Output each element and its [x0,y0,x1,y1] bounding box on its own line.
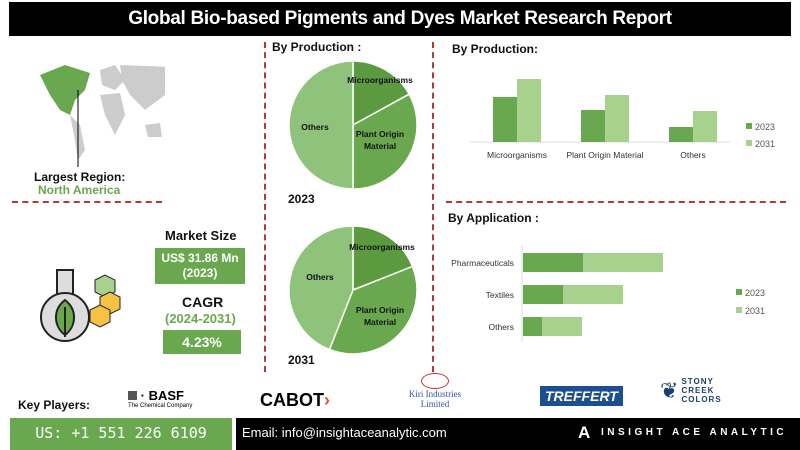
bar-2031-pharmaceuticals [583,253,663,272]
basf-logo: · BASF The Chemical Company [128,388,193,409]
pie-label: Others [301,122,329,132]
y-tick-label: Pharmaceuticals [451,258,514,268]
bar-2023-pharmaceuticals [523,253,583,272]
pie-slice-plant-origin-material [352,93,418,190]
kiri-name: Kiri Industries Limited [408,389,462,409]
stony-creek-logo: ❦ STONY CREEK COLORS [660,377,722,404]
legend-label: 2023 [745,288,765,298]
bar-2023-textiles [523,285,563,304]
x-tick-label: Microorganisms [487,150,547,160]
treffert-logo: TREFFERT [540,386,623,406]
largest-region-label: Largest Region: [34,170,126,184]
divider [446,201,786,203]
stony-text: STONY [681,377,714,386]
pie-year-2023: 2023 [288,192,315,206]
bar-2031-textiles [563,285,623,304]
phone-number[interactable]: US: +1 551 226 6109 [10,418,232,450]
divider [432,42,434,372]
divider [264,42,266,372]
application-bar-chart: Pharmaceuticals Textiles Others 2023 2031 [451,245,765,342]
bar-2031-plant-origin-material [605,95,629,142]
bar-2031-others [693,111,717,142]
bio-flask-icon [40,269,121,342]
pie-slice-plant-origin-material [328,265,418,355]
footer-bar: Email: info@insightaceanalytic.com A INS… [236,418,800,450]
market-size-label: Market Size [165,228,237,243]
y-tick-label: Others [488,322,514,332]
divider [12,201,162,203]
cabot-logo: CABOT› [260,390,330,410]
brand-logo-icon: A [578,423,591,442]
x-tick-label: Plant Origin Material [566,150,643,160]
cagr-label: CAGR [182,294,224,310]
y-tick-label: Textiles [486,290,514,300]
market-size-year: (2023) [182,266,218,280]
x-tick-label: Others [680,150,706,160]
legend-swatch-2031 [736,307,742,313]
key-players-label: Key Players: [18,398,91,412]
market-size-value: US$ 31.86 Mn [161,251,239,265]
bar-2023-others [669,127,693,142]
kiri-logo: Kiri Industries Limited [395,373,475,409]
email-link[interactable]: Email: info@insightaceanalytic.com [242,425,447,440]
page-title: Global Bio-based Pigments and Dyes Marke… [9,2,791,36]
pie-label: Microorganisms [349,242,415,252]
production-bar-title: By Production: [452,42,538,56]
production-bar-chart: Microorganisms Plant Origin Material Other… [470,79,775,160]
pie-label: Plant Origin [356,129,404,139]
bar-2023-others [523,317,542,336]
creek-text: CREEK [681,386,715,395]
pie-label: Microorganisms [347,75,413,85]
legend-swatch-2031 [746,140,752,146]
cagr-period: (2024-2031) [165,311,236,326]
legend-swatch-2023 [736,289,742,295]
pie-slice-others [288,225,354,351]
pie-slice-microorganisms [352,225,414,292]
pie-year-2031: 2031 [288,353,315,367]
pie-label: Others [306,272,334,282]
bar-2031-others [542,317,582,336]
production-pies: Microorganisms Plant Origin Material Others… [288,60,418,355]
bar-2023-plant-origin-material [581,110,605,142]
bar-2031-microorganisms [517,79,541,142]
application-bar-title: By Application : [448,211,539,225]
cabot-name: CABOT [260,390,324,410]
pie-label: Material [364,141,396,151]
colors-text: COLORS [681,395,722,404]
legend-swatch-2023 [746,123,752,129]
basf-name: BASF [148,388,184,403]
brand-name: INSIGHT ACE ANALYTIC [601,427,788,438]
world-map [40,65,165,167]
legend-label: 2031 [755,139,775,149]
pie-label: Material [364,317,396,327]
market-size-box: US$ 31.86 Mn (2023) [155,248,245,284]
pie-title: By Production : [272,40,362,54]
legend-label: 2023 [755,122,775,132]
legend-label: 2031 [745,306,765,316]
bar-2023-microorganisms [493,97,517,142]
pie-label: Plant Origin [356,305,404,315]
pie-slice-microorganisms [352,60,411,127]
basf-tagline: The Chemical Company [128,403,193,409]
largest-region-value: North America [38,183,121,197]
pie-slice-others [288,60,354,190]
cagr-value: 4.23% [163,330,241,354]
